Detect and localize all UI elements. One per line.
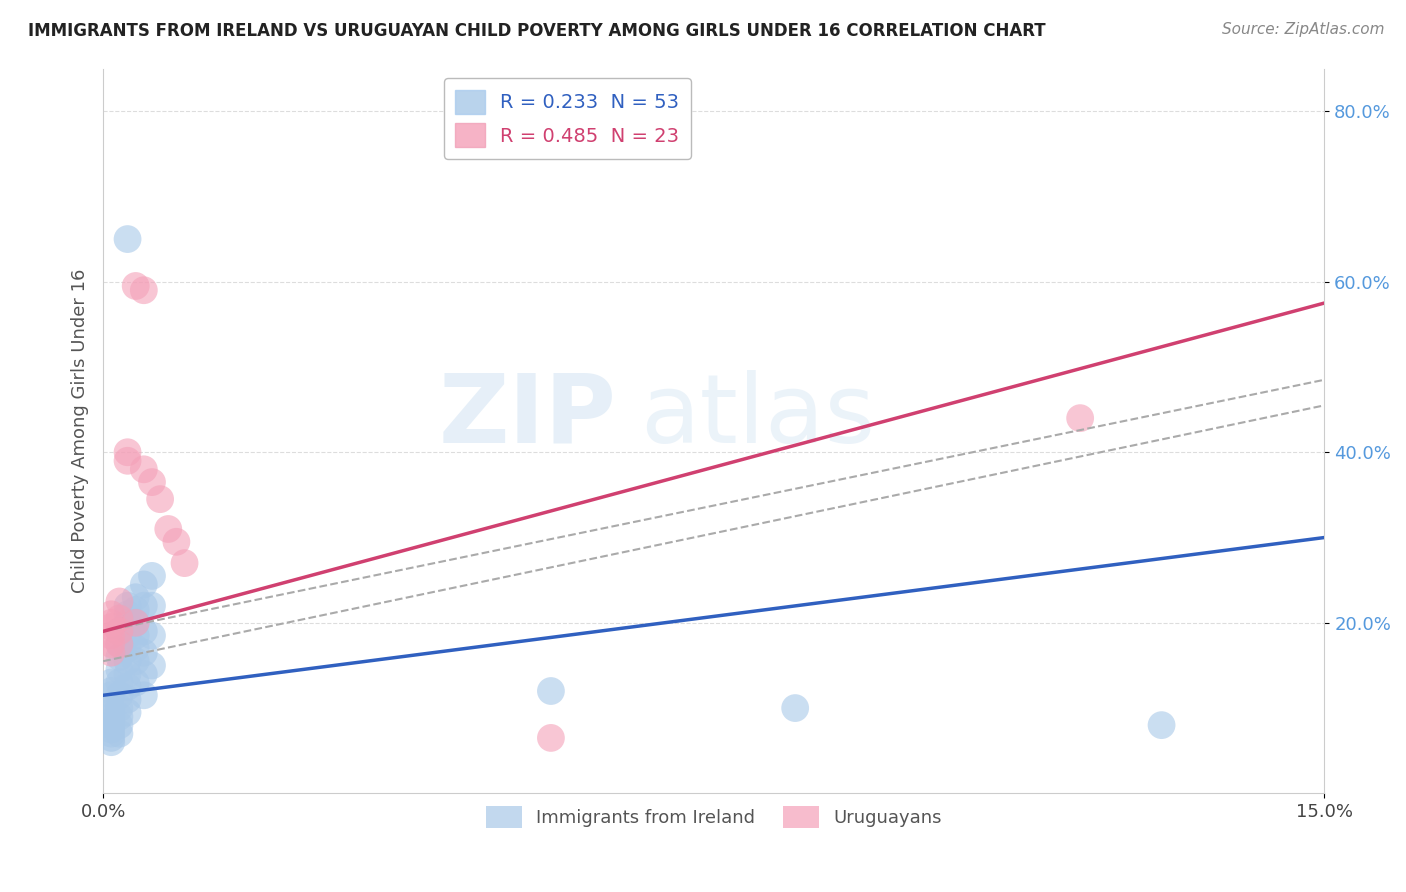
Point [108, 718, 131, 732]
Point [173, 556, 195, 570]
Point [132, 283, 155, 297]
Point [117, 599, 139, 613]
Point [125, 641, 148, 656]
Point [117, 607, 139, 622]
Point [132, 599, 155, 613]
Point [100, 723, 122, 737]
Point [540, 731, 562, 745]
Point [132, 667, 155, 681]
Point [108, 701, 131, 715]
Point [100, 688, 122, 702]
Point [100, 731, 122, 745]
Point [100, 675, 122, 690]
Point [132, 646, 155, 660]
Point [108, 624, 131, 639]
Point [117, 454, 139, 468]
Point [108, 675, 131, 690]
Point [100, 620, 122, 634]
Point [149, 492, 172, 507]
Point [125, 615, 148, 630]
Point [125, 615, 148, 630]
Point [108, 649, 131, 664]
Point [100, 607, 122, 622]
Point [132, 577, 155, 591]
Point [100, 735, 122, 749]
Point [100, 646, 122, 660]
Point [125, 279, 148, 293]
Text: IMMIGRANTS FROM IRELAND VS URUGUAYAN CHILD POVERTY AMONG GIRLS UNDER 16 CORRELAT: IMMIGRANTS FROM IRELAND VS URUGUAYAN CHI… [28, 22, 1046, 40]
Point [117, 629, 139, 643]
Point [117, 654, 139, 668]
Point [108, 688, 131, 702]
Text: atlas: atlas [641, 370, 876, 463]
Point [108, 594, 131, 608]
Point [117, 445, 139, 459]
Point [108, 611, 131, 625]
Point [100, 615, 122, 630]
Text: ZIP: ZIP [439, 370, 616, 463]
Point [100, 637, 122, 651]
Point [108, 637, 131, 651]
Point [125, 629, 148, 643]
Point [132, 462, 155, 476]
Point [108, 637, 131, 651]
Point [132, 688, 155, 702]
Point [117, 641, 139, 656]
Point [540, 684, 562, 698]
Point [108, 709, 131, 723]
Point [157, 522, 180, 536]
Point [125, 654, 148, 668]
Point [108, 726, 131, 740]
Point [117, 667, 139, 681]
Point [785, 701, 807, 715]
Point [1069, 411, 1091, 425]
Point [117, 680, 139, 694]
Point [108, 624, 131, 639]
Point [117, 232, 139, 246]
Point [117, 615, 139, 630]
Point [141, 658, 163, 673]
Point [117, 692, 139, 706]
Point [125, 591, 148, 605]
Point [100, 701, 122, 715]
Point [100, 714, 122, 728]
Point [132, 624, 155, 639]
Point [125, 675, 148, 690]
Point [108, 663, 131, 677]
Point [125, 603, 148, 617]
Point [141, 599, 163, 613]
Point [141, 475, 163, 489]
Point [100, 706, 122, 720]
Text: Source: ZipAtlas.com: Source: ZipAtlas.com [1222, 22, 1385, 37]
Point [1150, 718, 1173, 732]
Point [100, 718, 122, 732]
Legend: Immigrants from Ireland, Uruguayans: Immigrants from Ireland, Uruguayans [478, 798, 949, 835]
Point [165, 534, 187, 549]
Point [100, 709, 122, 723]
Point [100, 629, 122, 643]
Y-axis label: Child Poverty Among Girls Under 16: Child Poverty Among Girls Under 16 [72, 268, 89, 593]
Point [100, 726, 122, 740]
Point [117, 706, 139, 720]
Point [141, 569, 163, 583]
Point [141, 629, 163, 643]
Point [100, 684, 122, 698]
